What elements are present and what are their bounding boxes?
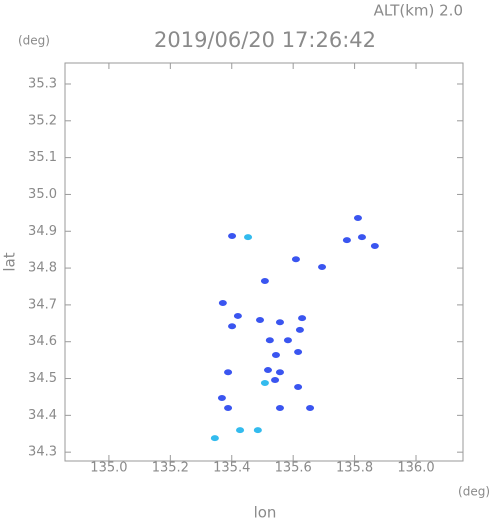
echo-point [260, 277, 269, 284]
x-tick-label: 135.6 [275, 461, 312, 476]
y-tick-label: 35.2 [28, 113, 57, 128]
y-tick-label: 34.7 [28, 297, 57, 312]
echo-point [357, 234, 366, 241]
chart-title: 2019/06/20 17:26:42 [154, 28, 376, 52]
x-tick-label: 135.2 [152, 461, 189, 476]
y-tick-label: 35.1 [28, 150, 57, 165]
altitude-label: ALT(km) 2.0 [374, 2, 463, 20]
echo-point [265, 337, 274, 344]
echo-point [318, 263, 327, 270]
y-tick-label: 35.0 [28, 187, 57, 202]
y-tick-label: 34.6 [28, 334, 57, 349]
x-unit: (deg) [458, 485, 490, 499]
echo-point [233, 312, 242, 319]
echo-point [271, 351, 280, 358]
echo-point [295, 326, 304, 333]
echo-point [275, 404, 284, 411]
echo-point [210, 435, 219, 442]
echo-point [218, 300, 227, 307]
y-tick-label: 35.3 [28, 76, 57, 91]
echo-point [228, 233, 237, 240]
y-tick-label: 34.5 [28, 371, 57, 386]
echo-point [217, 395, 226, 402]
echo-point [256, 316, 265, 323]
y-tick-label: 34.3 [28, 445, 57, 460]
echo-point [260, 379, 269, 386]
y-tick-label: 34.8 [28, 261, 57, 276]
echo-point [275, 369, 284, 376]
x-tick-label: 136.0 [397, 461, 434, 476]
echo-point [228, 323, 237, 330]
y-axis-label: lat [1, 252, 19, 271]
echo-point [353, 215, 362, 222]
echo-point [236, 427, 245, 434]
y-tick-label: 34.9 [28, 224, 57, 239]
echo-point [263, 367, 272, 374]
echo-point [253, 427, 262, 434]
echo-point [342, 237, 351, 244]
echo-point [275, 319, 284, 326]
echo-point [283, 337, 292, 344]
echo-point [298, 315, 307, 322]
x-tick-label: 135.4 [213, 461, 250, 476]
echo-point [294, 349, 303, 356]
echo-point [224, 369, 233, 376]
x-tick-label: 135.8 [336, 461, 373, 476]
x-tick-label: 135.0 [90, 461, 127, 476]
echo-point [271, 377, 280, 384]
echo-point [306, 404, 315, 411]
echo-point [294, 383, 303, 390]
echo-point [224, 404, 233, 411]
x-axis-label: lon [254, 504, 277, 522]
echo-point [244, 234, 253, 241]
plot-frame [64, 62, 464, 462]
echo-point [370, 242, 379, 249]
y-tick-label: 34.4 [28, 408, 57, 423]
y-unit: (deg) [18, 34, 50, 48]
echo-point [291, 256, 300, 263]
